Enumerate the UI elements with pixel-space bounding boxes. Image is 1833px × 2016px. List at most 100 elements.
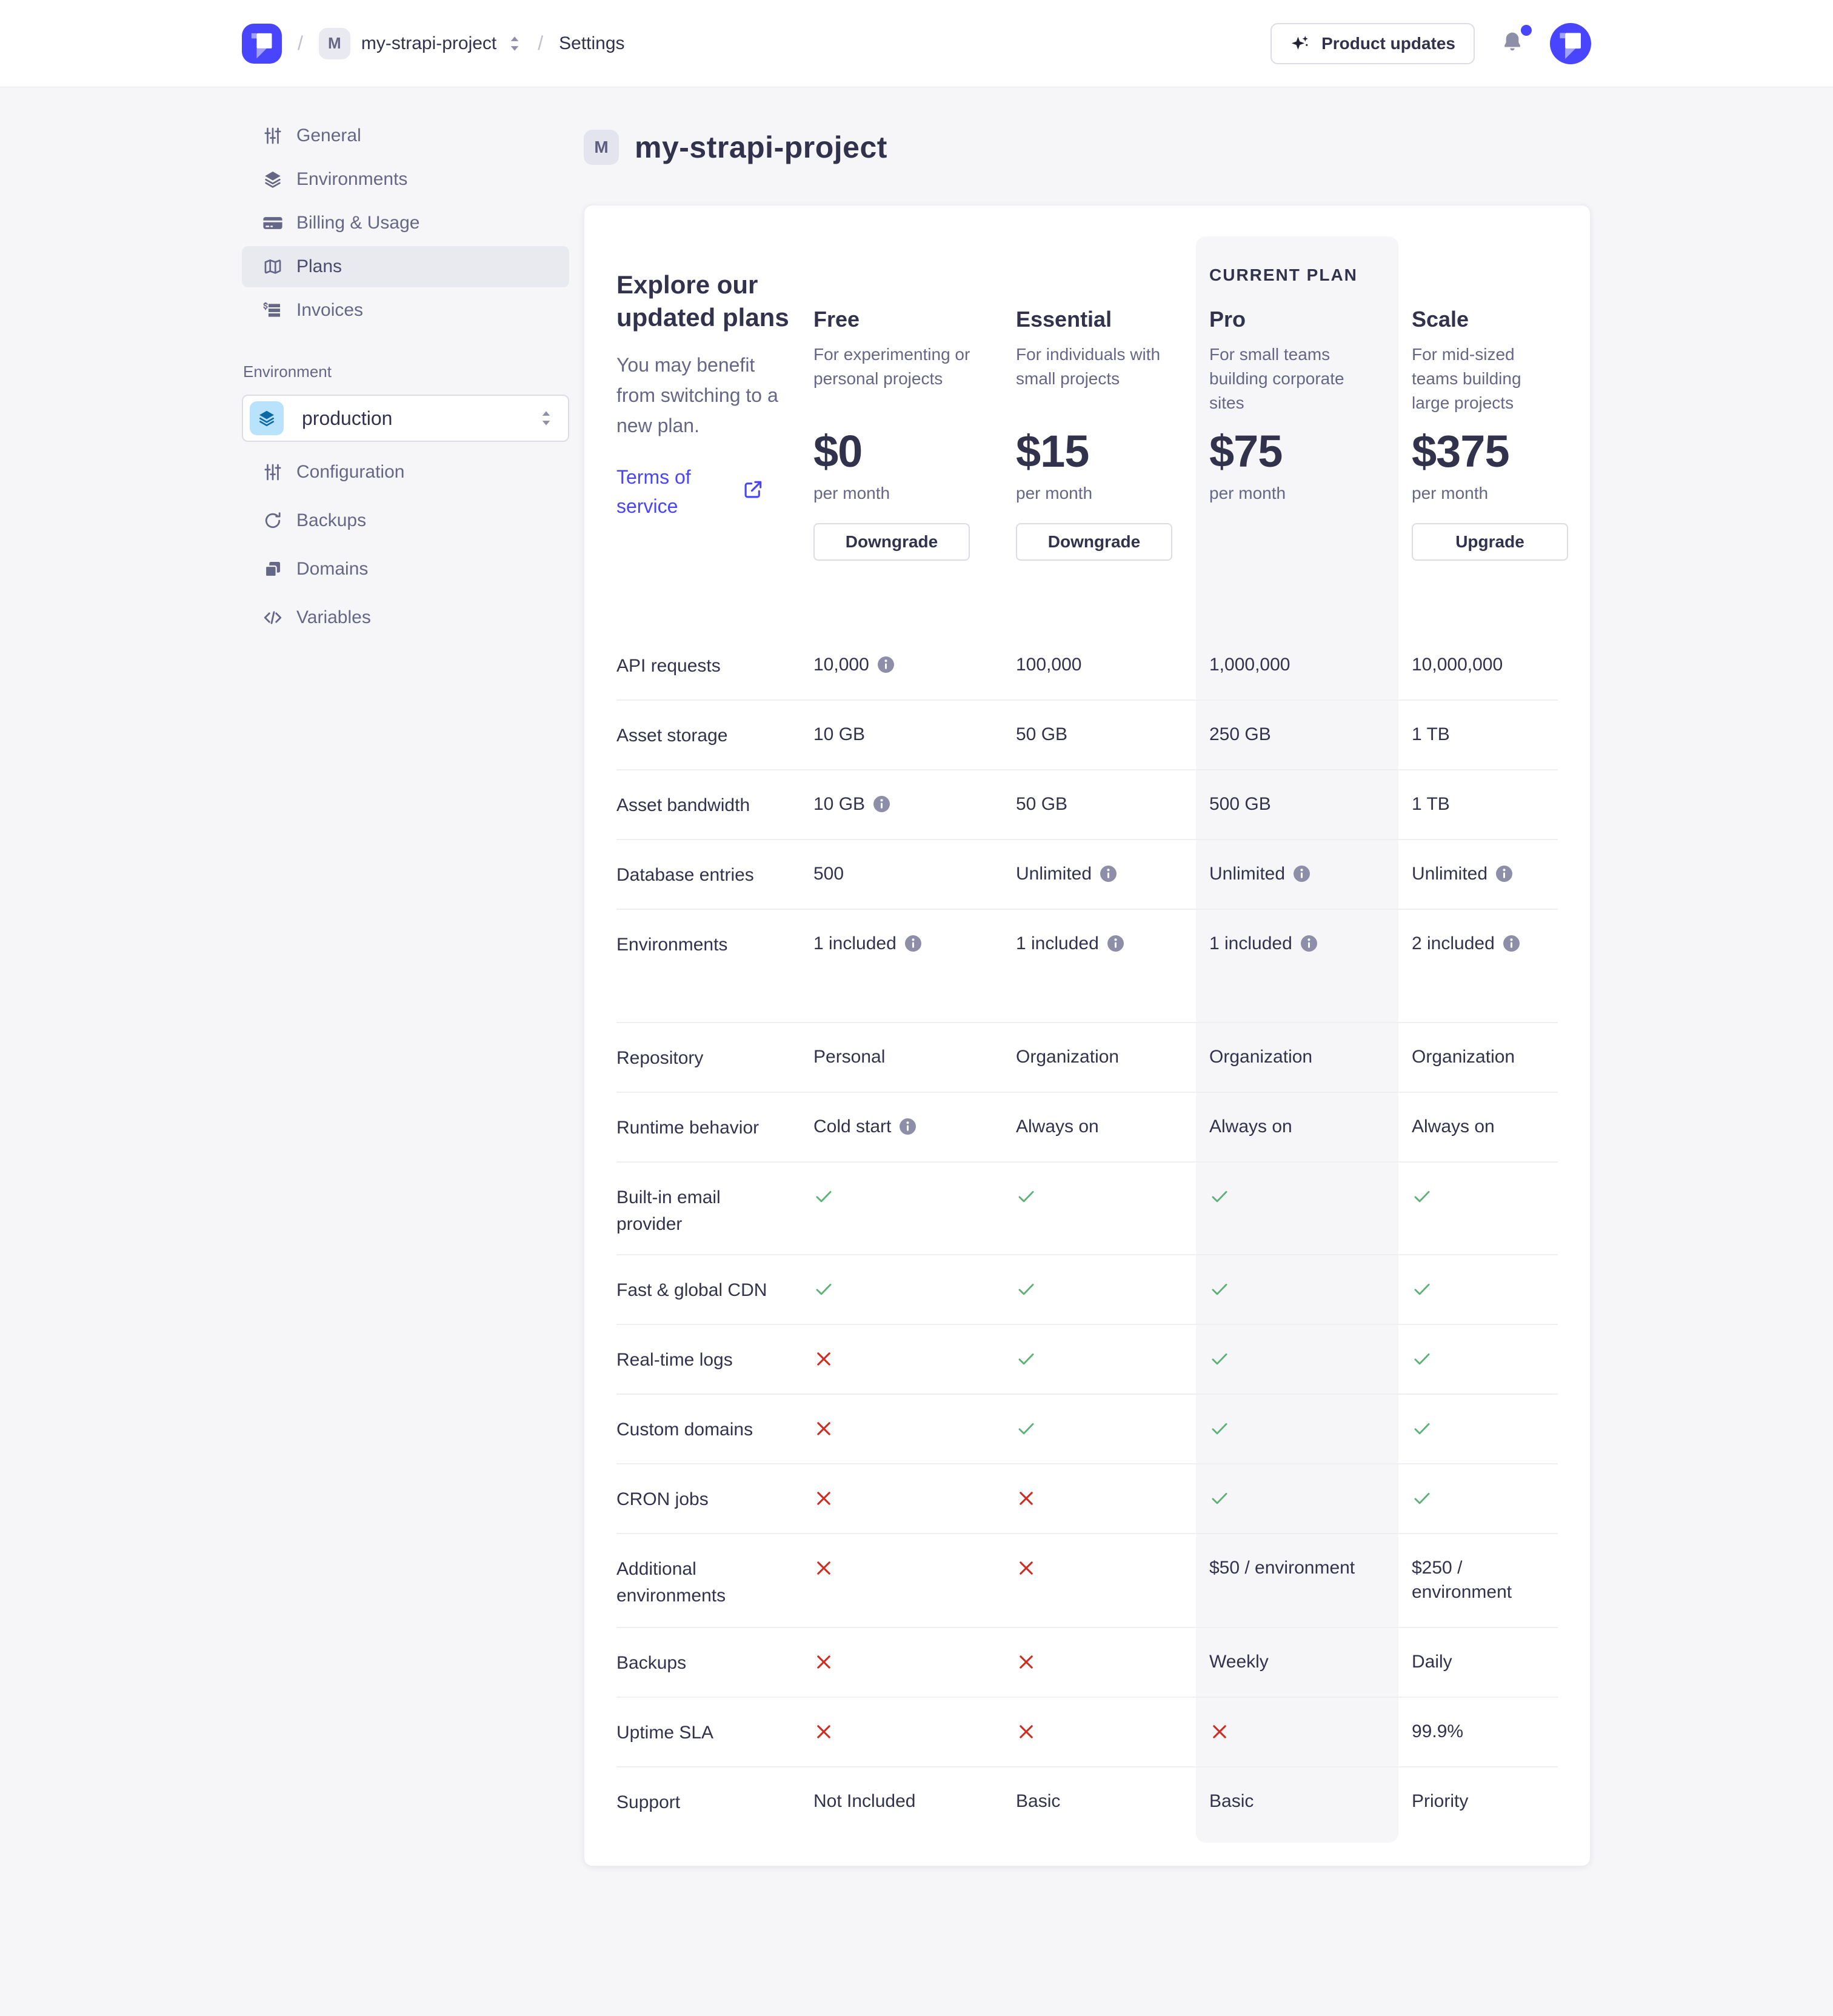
feature-row-fast-global-cdn: Fast & global CDN xyxy=(616,1255,1558,1325)
breadcrumb-settings[interactable]: Settings xyxy=(559,33,625,53)
info-icon[interactable] xyxy=(1100,866,1117,882)
feature-value-text: 10 GB xyxy=(813,724,866,744)
sidebar-item-label: Variables xyxy=(296,607,371,627)
feature-row-api-requests: API requests 10,000 100,000 1,000,000 10,000… xyxy=(616,631,1558,701)
downgrade-button[interactable]: Downgrade xyxy=(813,523,970,561)
sidebar-item-billing-usage[interactable]: Billing & Usage xyxy=(242,202,569,244)
feature-value-text: 50 GB xyxy=(1016,724,1068,744)
environment-select[interactable]: production xyxy=(242,395,569,442)
page-title-row: M my-strapi-project xyxy=(584,126,1591,169)
cross-icon xyxy=(1016,1720,1037,1742)
check-icon xyxy=(1412,1417,1432,1439)
sidebar-item-environments[interactable]: Environments xyxy=(242,159,569,200)
feature-value-text: 2 included xyxy=(1412,933,1495,953)
plan-column-scale: Scale For mid-sized teams building large … xyxy=(1412,205,1568,562)
info-icon[interactable] xyxy=(1107,935,1124,952)
sidebar-item-domains[interactable]: Domains xyxy=(242,549,569,590)
feature-value: Always on xyxy=(1016,1115,1209,1161)
info-icon[interactable] xyxy=(1300,935,1317,952)
project-chip[interactable]: M my-strapi-project xyxy=(318,27,522,59)
feature-value-text: 10,000 xyxy=(813,655,869,675)
sidebar-item-general[interactable]: General xyxy=(242,115,569,156)
notifications-button[interactable] xyxy=(1500,25,1532,57)
feature-value xyxy=(1412,1184,1559,1254)
cross-icon xyxy=(1209,1720,1230,1742)
check-icon xyxy=(1209,1486,1230,1509)
info-icon[interactable] xyxy=(900,1118,916,1135)
feature-value: 99.9% xyxy=(1412,1720,1559,1766)
feature-value-text: Organization xyxy=(1412,1047,1515,1067)
upgrade-button[interactable]: Upgrade xyxy=(1412,523,1568,561)
page-title: my-strapi-project xyxy=(635,130,887,164)
info-icon[interactable] xyxy=(1496,866,1513,882)
plan-name: Free xyxy=(813,307,860,332)
sidebar-item-variables[interactable]: Variables xyxy=(242,597,569,638)
plans-intro-heading: Explore our updated plans xyxy=(616,270,789,332)
plan-price: $0 xyxy=(813,426,863,476)
feature-value: 1 included xyxy=(1016,932,1209,1022)
sidebar-item-backups[interactable]: Backups xyxy=(242,500,569,541)
info-icon[interactable] xyxy=(904,935,921,952)
plan-period: per month xyxy=(1016,484,1093,502)
feature-value-text: 250 GB xyxy=(1209,724,1271,744)
layers-icon xyxy=(262,169,283,190)
downgrade-button[interactable]: Downgrade xyxy=(1016,523,1172,561)
feature-row-custom-domains: Custom domains xyxy=(616,1395,1558,1464)
feature-value-text: Unlimited xyxy=(1412,864,1488,884)
sliders-icon xyxy=(262,462,283,482)
sidebar-item-invoices[interactable]: Invoices xyxy=(242,290,569,331)
feature-value: 500 GB xyxy=(1209,792,1412,839)
sidebar-item-label: Backups xyxy=(296,510,367,530)
check-icon xyxy=(1209,1277,1230,1300)
plan-column-free: Free For experimenting or personal projec… xyxy=(813,205,1016,562)
product-updates-button[interactable]: Product updates xyxy=(1270,22,1475,64)
sidebar-item-plans[interactable]: Plans xyxy=(242,246,569,287)
feature-label: Runtime behavior xyxy=(616,1118,760,1138)
terms-of-service-link[interactable]: Terms of service xyxy=(616,462,789,521)
feature-row-cron-jobs: CRON jobs xyxy=(616,1464,1558,1534)
info-icon[interactable] xyxy=(873,796,890,812)
feature-value xyxy=(1209,1277,1412,1324)
feature-row-backups: Backups Weekly Daily xyxy=(616,1628,1558,1698)
project-badge: M xyxy=(318,27,350,59)
check-icon xyxy=(1412,1347,1432,1369)
feature-value-text: Organization xyxy=(1209,1047,1313,1067)
check-icon xyxy=(813,1184,834,1207)
strapi-logo[interactable] xyxy=(242,23,282,64)
info-icon[interactable] xyxy=(877,656,894,673)
check-icon xyxy=(1016,1277,1037,1300)
feature-row-database-entries: Database entries 500 Unlimited Unlimited Unl… xyxy=(616,840,1558,910)
plan-name: Scale xyxy=(1412,307,1469,332)
feature-value: Unlimited xyxy=(1016,862,1209,909)
feature-value-text: Weekly xyxy=(1209,1652,1269,1672)
info-icon[interactable] xyxy=(1503,935,1520,952)
feature-value-text: Unlimited xyxy=(1016,864,1092,884)
cross-icon xyxy=(813,1720,834,1742)
feature-row-runtime-behavior: Runtime behavior Cold start Always on Alway… xyxy=(616,1093,1558,1163)
feature-value-text: 10 GB xyxy=(813,794,866,814)
code-icon xyxy=(262,607,283,628)
user-avatar[interactable] xyxy=(1550,22,1591,64)
feature-label: Support xyxy=(616,1792,681,1812)
sidebar-item-configuration[interactable]: Configuration xyxy=(242,452,569,493)
feature-label: Backups xyxy=(616,1653,687,1673)
feature-value: Organization xyxy=(1016,1045,1209,1092)
feature-value xyxy=(813,1277,1016,1324)
feature-value-text: Basic xyxy=(1016,1791,1061,1811)
feature-value: 2 included xyxy=(1412,932,1559,1022)
feature-label: Asset storage xyxy=(616,726,728,746)
feature-label: Custom domains xyxy=(616,1420,753,1440)
feature-value-text: Priority xyxy=(1412,1791,1469,1811)
info-icon[interactable] xyxy=(1294,866,1310,882)
feature-value xyxy=(1016,1650,1209,1697)
environment-value: production xyxy=(302,407,393,429)
plan-period: per month xyxy=(813,484,890,502)
feature-value xyxy=(813,1486,1016,1533)
feature-value xyxy=(1209,1486,1412,1533)
sidebar-item-label: Environments xyxy=(296,169,408,189)
feature-value xyxy=(813,1347,1016,1394)
strapi-glyph-icon xyxy=(242,24,282,64)
feature-value xyxy=(1016,1556,1209,1627)
plan-name: Essential xyxy=(1016,307,1112,332)
feature-value-text: Organization xyxy=(1016,1047,1120,1067)
